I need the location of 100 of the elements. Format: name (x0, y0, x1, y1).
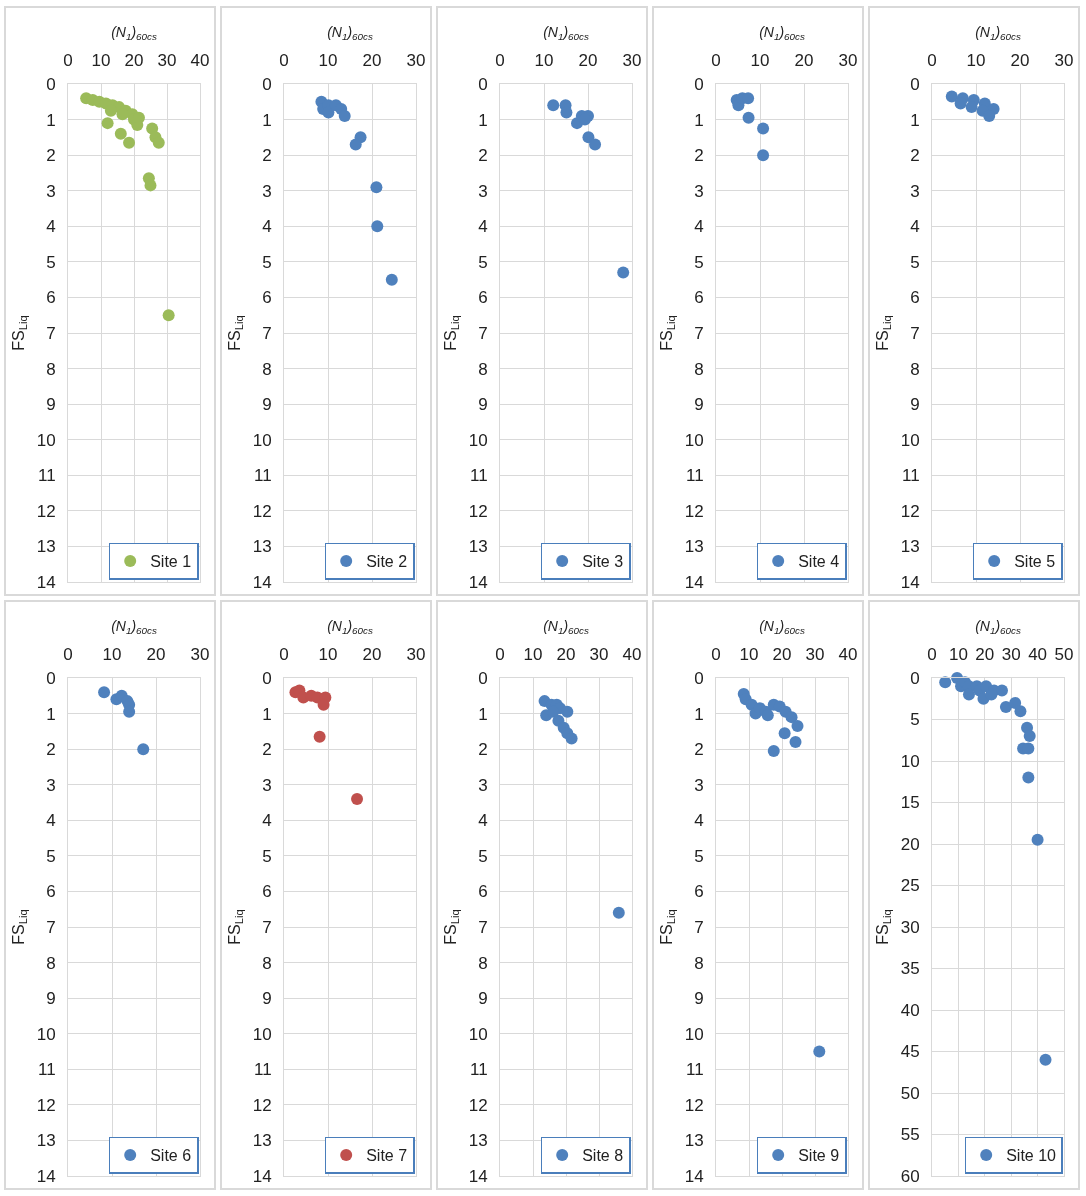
y-tick-label: 0 (694, 668, 704, 688)
y-tick-label: 12 (252, 1095, 272, 1115)
y-tick-label: 4 (46, 217, 56, 237)
y-tick-label: 11 (469, 1060, 488, 1080)
y-tick-label: 8 (262, 359, 272, 379)
x-tick-label: 10 (91, 51, 111, 71)
y-tick-label: 13 (468, 1131, 488, 1151)
y-tick-label: 14 (684, 1166, 704, 1186)
x-tick-label: 40 (622, 645, 642, 665)
y-tick-label: 60 (900, 1166, 920, 1186)
point (791, 720, 804, 733)
y-tick-label: 8 (694, 359, 704, 379)
point (561, 705, 574, 718)
y-tick-label: 3 (478, 775, 488, 795)
x-tick-label: 40 (838, 645, 858, 665)
x-tick-label: 30 (157, 51, 177, 71)
y-tick-label: 3 (262, 181, 272, 201)
x-tick-label: 0 (927, 645, 937, 665)
y-tick-label: 12 (684, 501, 704, 521)
y-tick-label: 2 (910, 146, 920, 166)
x-tick-label: 10 (948, 645, 968, 665)
x-tick-label: 10 (739, 645, 759, 665)
point (338, 110, 351, 122)
y-tick-label: 9 (694, 395, 704, 415)
y-tick-label: 2 (262, 740, 272, 760)
y-tick-label: 5 (694, 846, 704, 866)
y-tick-label: 14 (36, 1166, 56, 1186)
y-tick-label: 1 (46, 110, 56, 130)
y-tick-label: 10 (900, 430, 920, 450)
x-tick-label: 30 (1001, 645, 1021, 665)
y-tick-label: 8 (478, 953, 488, 973)
y-tick-label: 1 (478, 704, 488, 724)
x-axis-title: (N$_{1}$)$_{60cs}$ (543, 23, 589, 42)
x-tick-label: 30 (406, 645, 426, 665)
x-axis-title: (N$_{1}$)$_{60cs}$ (543, 617, 589, 636)
y-tick-label: 6 (694, 288, 704, 308)
y-tick-label: 10 (468, 430, 488, 450)
x-axis-title: (N$_{1}$)$_{60cs}$ (759, 617, 805, 636)
y-tick-label: 6 (46, 882, 56, 902)
y-tick-label: 7 (694, 917, 704, 937)
y-tick-label: 12 (684, 1095, 704, 1115)
x-tick-label: 0 (711, 51, 721, 71)
y-tick-label: 8 (478, 359, 488, 379)
y-tick-label: 2 (694, 740, 704, 760)
y-tick-label: 14 (900, 572, 920, 592)
y-tick-label: 0 (910, 668, 920, 688)
x-tick-label: 10 (966, 51, 986, 71)
legend-label: Site 10 (1006, 1147, 1057, 1165)
point (313, 730, 326, 743)
y-tick-label: 3 (478, 181, 488, 201)
legend-label: Site 2 (366, 553, 408, 571)
y-tick-label: 7 (262, 323, 272, 343)
y-tick-label: 0 (262, 74, 272, 94)
x-tick-label: 20 (975, 645, 995, 665)
y-tick-label: 11 (901, 466, 920, 486)
y-tick-label: 10 (252, 1024, 272, 1044)
x-axis-title: (N$_{1}$)$_{60cs}$ (975, 617, 1021, 636)
x-tick-label: 20 (794, 51, 814, 71)
point (617, 266, 630, 279)
legend-label: Site 4 (798, 553, 840, 571)
x-tick-label: 0 (495, 51, 505, 71)
legend-label: Site 7 (366, 1147, 408, 1165)
x-tick-label: 20 (146, 645, 166, 665)
y-tick-label: 15 (900, 793, 920, 813)
point (1023, 730, 1036, 743)
point (778, 727, 791, 740)
point (385, 273, 398, 286)
y-tick-label: 6 (478, 288, 488, 308)
x-tick-label: 50 (1054, 645, 1074, 665)
x-tick-label: 10 (523, 645, 543, 665)
y-tick-label: 13 (684, 537, 704, 557)
y-tick-label: 40 (900, 1000, 920, 1020)
point (123, 136, 136, 149)
y-tick-label: 14 (468, 1166, 488, 1186)
y-tick-label: 7 (46, 917, 56, 937)
point (761, 709, 774, 722)
y-tick-label: 45 (900, 1042, 920, 1062)
y-tick-label: 0 (46, 668, 56, 688)
y-tick-label: 8 (694, 953, 704, 973)
legend-label: Site 8 (582, 1147, 624, 1165)
y-tick-label: 11 (253, 1060, 272, 1080)
x-axis-title: (N$_{1}$)$_{60cs}$ (327, 617, 373, 636)
y-tick-label: 14 (468, 572, 488, 592)
y-tick-label: 13 (684, 1131, 704, 1151)
y-tick-label: 13 (468, 537, 488, 557)
point (612, 906, 625, 919)
y-tick-label: 10 (684, 430, 704, 450)
point (114, 127, 127, 140)
y-tick-label: 14 (36, 572, 56, 592)
y-tick-label: 30 (900, 917, 920, 937)
y-tick-label: 10 (468, 1024, 488, 1044)
y-tick-label: 11 (253, 466, 272, 486)
y-tick-label: 13 (36, 537, 56, 557)
point (101, 117, 114, 130)
y-tick-label: 9 (478, 395, 488, 415)
point (589, 138, 602, 151)
y-tick-label: 6 (46, 288, 56, 308)
y-tick-label: 13 (252, 537, 272, 557)
y-tick-label: 12 (36, 1095, 56, 1115)
legend-label: Site 9 (798, 1147, 840, 1165)
